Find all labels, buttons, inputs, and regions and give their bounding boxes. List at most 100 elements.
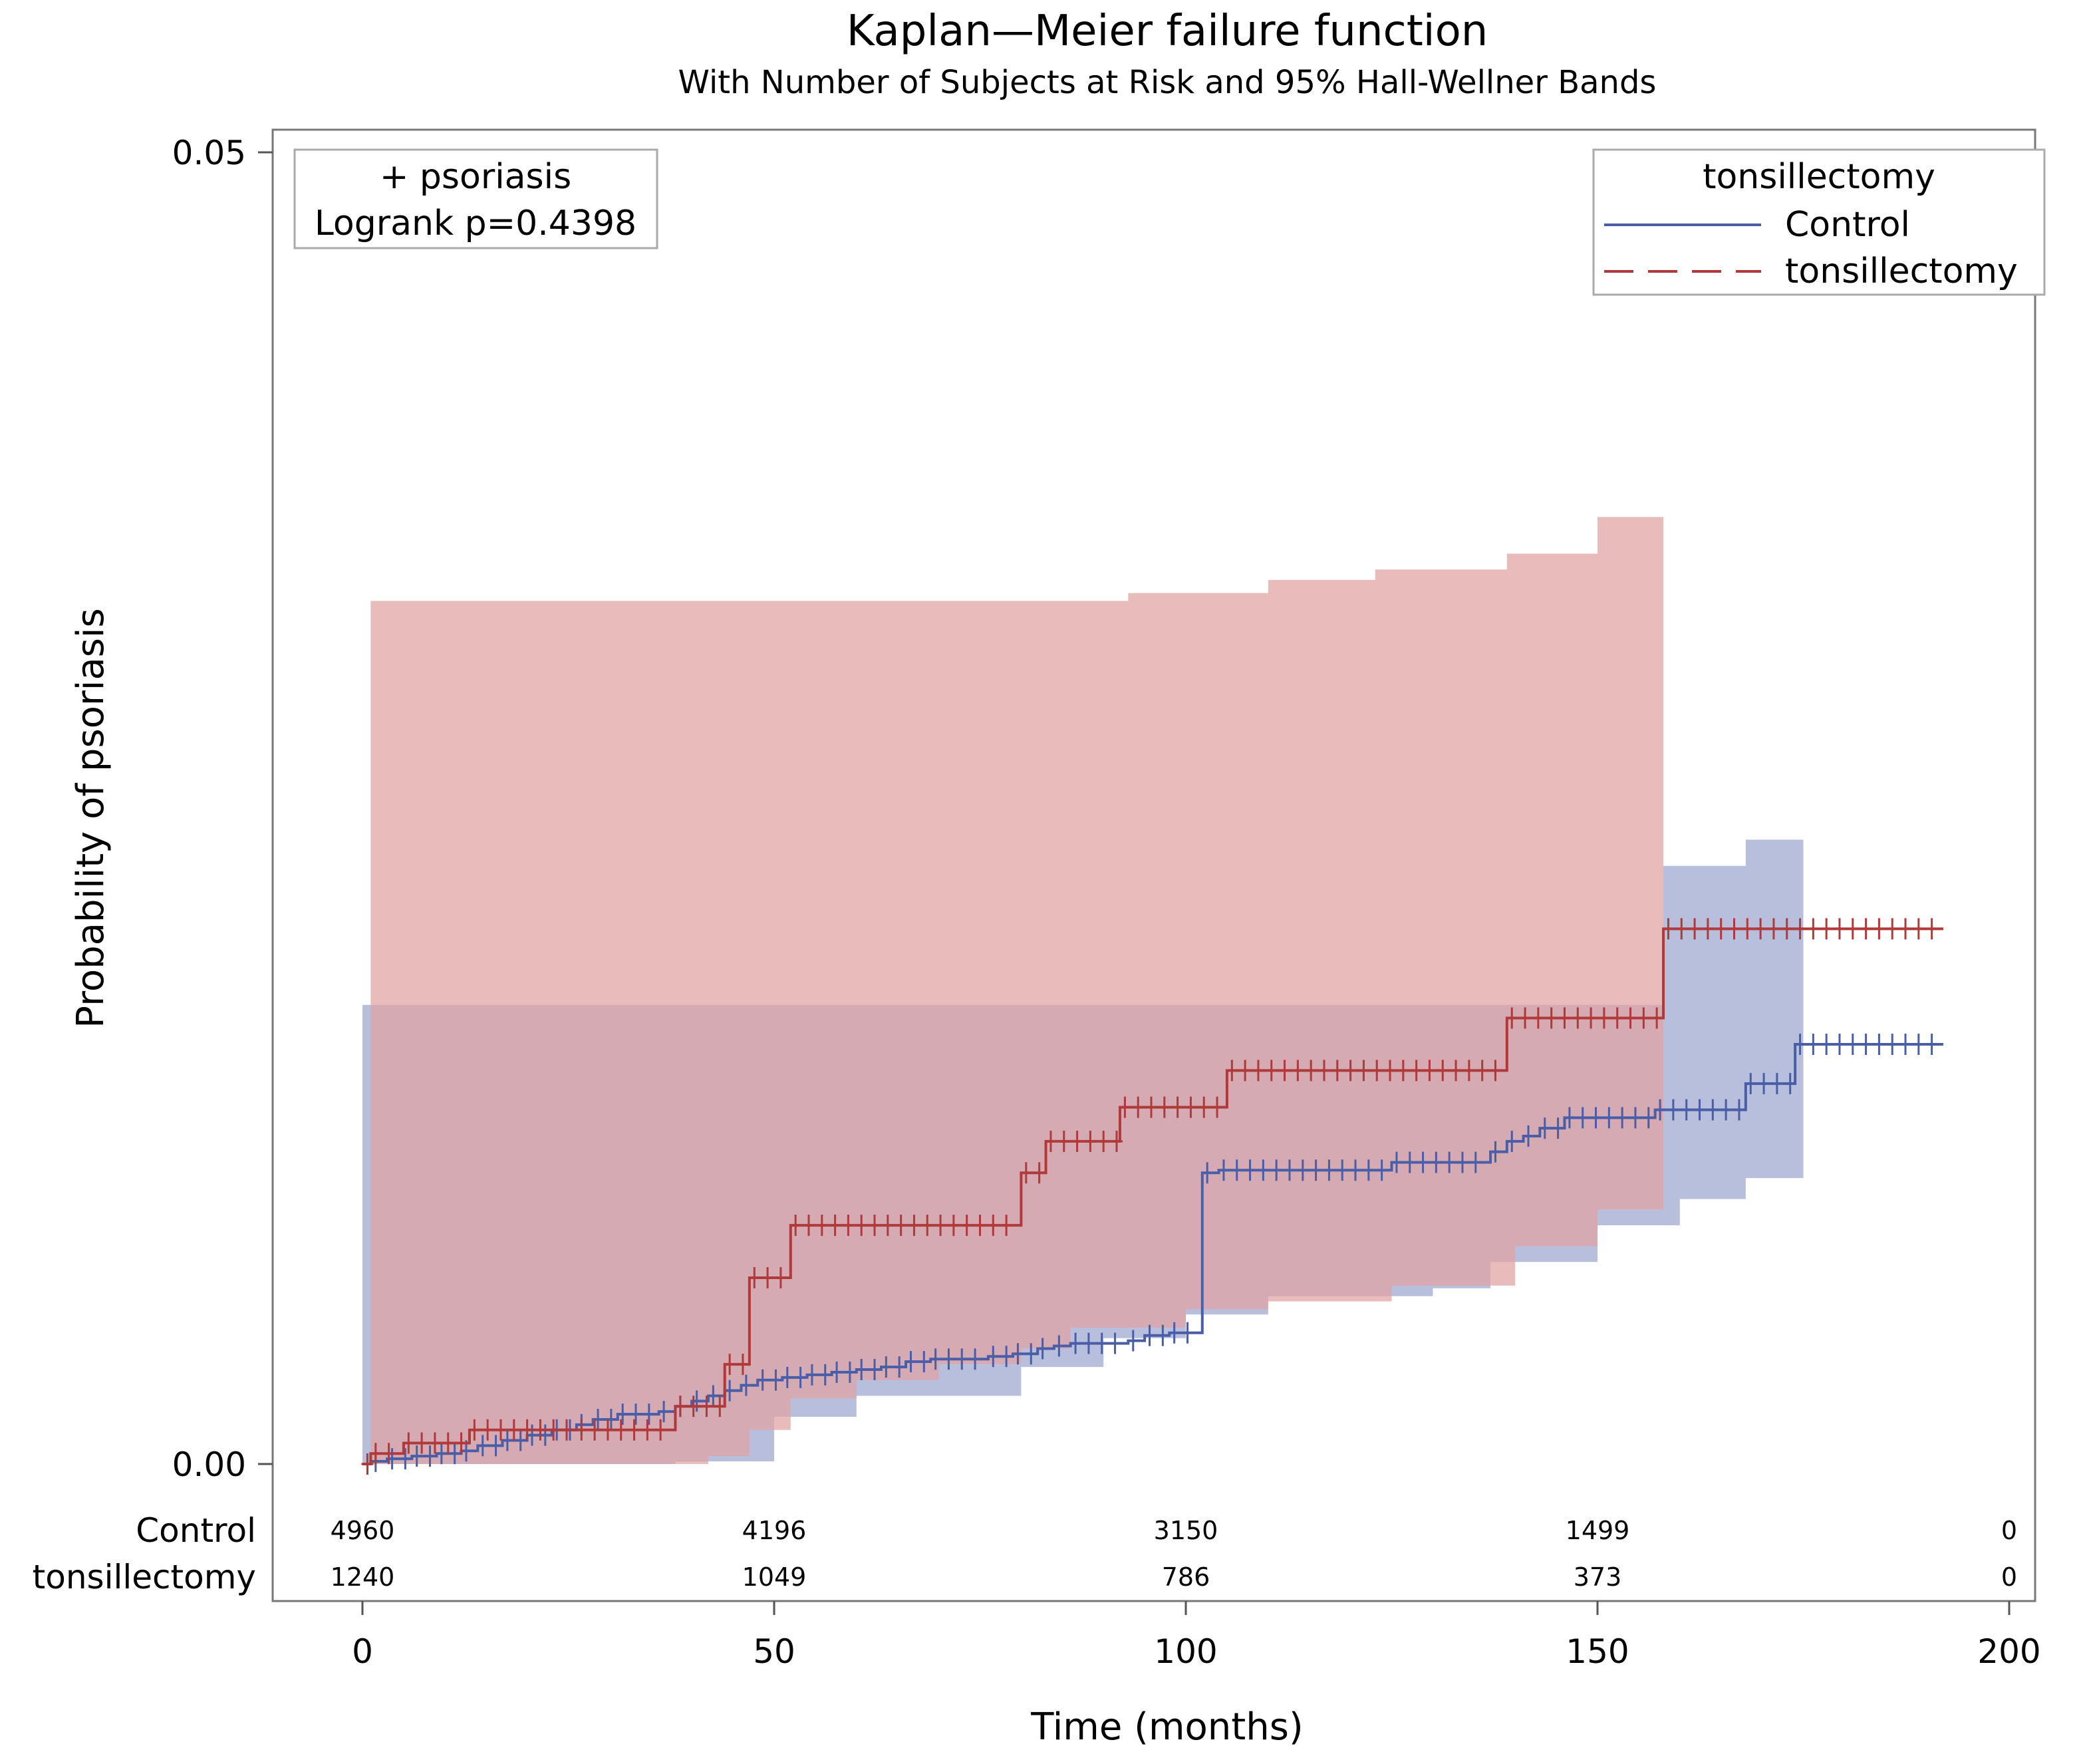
censor-mark: [1538, 1117, 1551, 1139]
censor-mark: [724, 1354, 736, 1376]
censor-mark: [1082, 1332, 1095, 1354]
censor-mark: [1807, 918, 1820, 940]
censor-mark: [1925, 918, 1938, 940]
censor-mark: [789, 1215, 802, 1237]
censor-mark: [1292, 1060, 1304, 1082]
axes: 0 50 100 150 200 0.00 0.05: [172, 134, 2041, 1671]
censor-mark: [1158, 1096, 1171, 1118]
censor-mark: [410, 1445, 423, 1467]
censor-mark: [1585, 1007, 1598, 1029]
censor-mark: [561, 1419, 573, 1441]
censor-mark: [855, 1215, 868, 1237]
censor-mark: [494, 1419, 507, 1441]
censor-mark: [1552, 1117, 1564, 1139]
censor-mark: [987, 1346, 1000, 1368]
censor-mark: [1211, 1096, 1224, 1118]
censor-mark: [575, 1419, 588, 1441]
legend-title: tonsillectomy: [1703, 157, 1935, 197]
censor-mark: [1558, 1007, 1571, 1029]
censor-mark: [1784, 1073, 1796, 1095]
censor-mark: [774, 1266, 787, 1288]
censor-mark: [1912, 918, 1925, 940]
chart-title: Kaplan—Meier failure function: [847, 7, 1488, 56]
censor-mark: [1770, 1073, 1783, 1095]
censor-mark: [880, 1356, 893, 1378]
censor-mark: [1252, 1060, 1264, 1082]
censor-mark: [674, 1396, 686, 1417]
censor-mark: [1846, 918, 1859, 940]
censor-mark: [974, 1215, 986, 1237]
confidence-bands: [362, 488, 1804, 1464]
censor-mark: [1642, 1107, 1655, 1129]
x-tick-label: 0: [352, 1632, 373, 1671]
censor-marks-tonsillectomy: [361, 918, 1938, 1475]
censor-mark: [424, 1445, 436, 1467]
censor-mark: [908, 1215, 920, 1237]
censor-mark: [819, 1364, 831, 1386]
censor-mark: [893, 1356, 906, 1378]
censor-mark: [1201, 1162, 1214, 1184]
censor-mark: [1693, 1099, 1706, 1121]
censor-mark: [1145, 1096, 1157, 1118]
x-axis-label: Time (months): [1030, 1705, 1303, 1749]
censor-mark: [1390, 1151, 1403, 1173]
censor-mark: [507, 1419, 520, 1441]
censor-mark: [1794, 918, 1806, 940]
risk-row-label: Control: [136, 1511, 256, 1550]
censor-mark: [654, 1419, 667, 1441]
censor-mark: [1000, 1346, 1013, 1368]
censor-mark: [1109, 1332, 1121, 1354]
censor-mark: [1437, 1060, 1449, 1082]
censor-mark: [1807, 1033, 1820, 1055]
censor-mark: [1044, 1130, 1057, 1152]
censor-mark: [1506, 1130, 1518, 1152]
censor-mark: [1025, 1343, 1038, 1365]
censor-mark: [1572, 1007, 1584, 1029]
censor-mark: [1820, 918, 1833, 940]
censor-mark: [628, 1419, 640, 1441]
censor-mark: [781, 1366, 793, 1388]
logrank-inset: + psoriasis Logrank p=0.4398: [293, 148, 658, 249]
censor-mark: [1036, 1338, 1049, 1360]
censor-mark: [740, 1374, 752, 1396]
censor-mark: [1758, 1073, 1770, 1095]
censor-mark: [1283, 1159, 1296, 1181]
risk-count: 4960: [331, 1516, 395, 1545]
censor-mark: [831, 1361, 843, 1383]
censor-mark: [1430, 1151, 1443, 1173]
censor-mark: [1323, 1159, 1335, 1181]
censor-mark: [514, 1429, 527, 1451]
censor-mark: [843, 1361, 856, 1383]
censor-mark: [1629, 1107, 1641, 1129]
censor-mark: [630, 1403, 642, 1425]
censor-mark: [829, 1215, 841, 1237]
censor-mark: [1886, 1033, 1899, 1055]
censor-mark: [1651, 1007, 1663, 1029]
censor-mark: [1741, 918, 1754, 940]
censor-mark: [601, 1419, 614, 1441]
censor-mark: [442, 1432, 454, 1454]
legend[interactable]: tonsillectomy Control tonsillectomy: [1592, 148, 2046, 296]
censor-mark: [1860, 918, 1872, 940]
censor-mark: [1310, 1159, 1322, 1181]
censor-mark: [869, 1215, 881, 1237]
censor-mark: [1181, 1322, 1194, 1344]
risk-count: 1049: [742, 1562, 807, 1592]
censor-mark: [794, 1366, 807, 1388]
censor-mark: [1257, 1159, 1270, 1181]
censor-mark: [361, 1453, 374, 1475]
censor-mark: [1532, 1007, 1544, 1029]
inset-logrank-p: Logrank p=0.4398: [315, 204, 636, 243]
censor-mark: [1860, 1033, 1872, 1055]
censor-mark: [642, 1403, 655, 1425]
censor-mark: [1469, 1151, 1482, 1173]
censor-mark: [589, 1419, 601, 1441]
censor-mark: [1226, 1060, 1238, 1082]
censor-mark: [1833, 1033, 1846, 1055]
censor-mark: [534, 1419, 547, 1441]
censor-mark: [468, 1419, 481, 1441]
censor-mark: [869, 1359, 881, 1381]
censor-mark: [1707, 1099, 1719, 1121]
censor-mark: [1873, 1033, 1885, 1055]
censor-mark: [1423, 1060, 1436, 1082]
